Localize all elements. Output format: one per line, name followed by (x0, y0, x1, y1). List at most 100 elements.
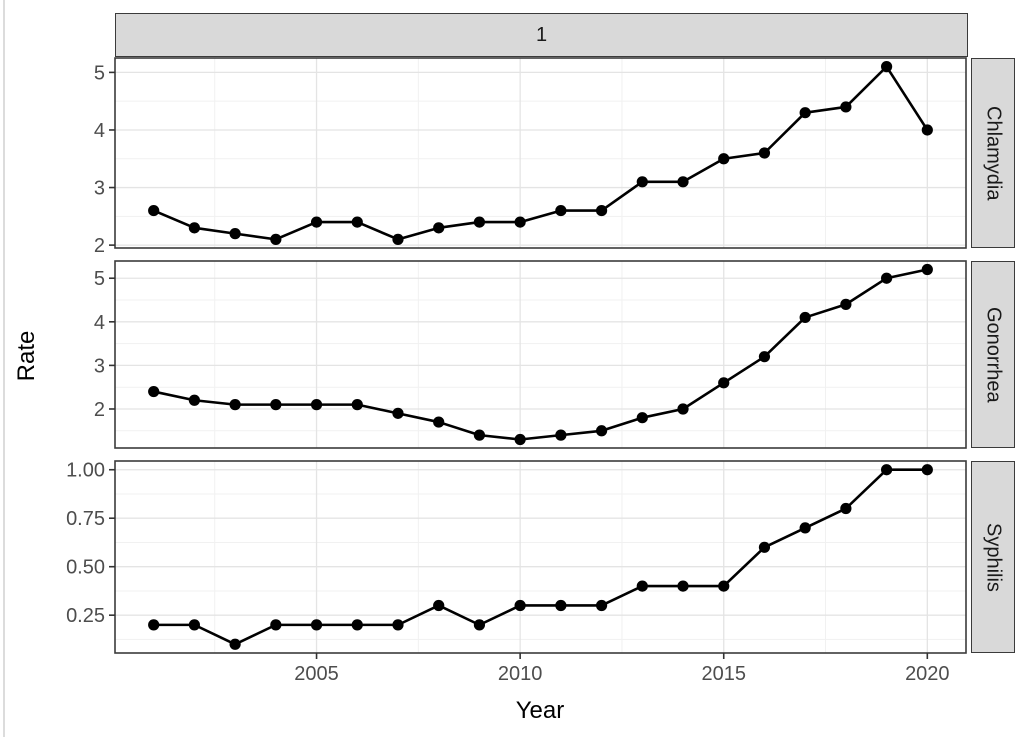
data-point (433, 222, 445, 234)
y-tick-label: 5 (94, 62, 105, 84)
data-point (799, 311, 811, 324)
y-tick-label: 0.50 (66, 557, 105, 579)
data-point (718, 377, 730, 389)
x-tick-label: 2010 (498, 663, 543, 685)
y-tick-label: 2 (94, 399, 105, 421)
data-point (351, 619, 363, 631)
facet-column-strip-label: 1 (535, 23, 548, 46)
data-point (921, 263, 933, 276)
facet-row-strip-chlamydia: Chlamydia (971, 58, 1015, 248)
data-point (433, 599, 445, 612)
data-point (636, 580, 648, 592)
data-point (392, 619, 404, 631)
facet-row-strip-syphilis: Syphilis (971, 461, 1015, 653)
y-tick-label: 2 (94, 235, 105, 257)
panel-border (114, 57, 967, 249)
facet-row-strip-label: Syphilis (982, 522, 1005, 592)
x-axis-title: Year (515, 697, 565, 724)
data-point (555, 429, 567, 441)
data-point (148, 619, 160, 631)
data-point (881, 272, 893, 284)
data-point (758, 351, 771, 363)
data-point (310, 619, 323, 631)
data-point (148, 204, 160, 217)
data-point (351, 399, 363, 411)
y-tick-label: 3 (94, 178, 105, 200)
panel-border (114, 460, 967, 654)
y-tick-label: 4 (94, 312, 105, 334)
data-point (758, 147, 771, 159)
data-point (514, 216, 526, 228)
data-point (148, 385, 160, 398)
data-point (310, 216, 323, 228)
facet-row-strip-label: Gonorrhea (982, 306, 1005, 403)
data-point (758, 541, 771, 553)
panel-border (114, 260, 967, 449)
data-point (921, 124, 933, 136)
series-line (152, 268, 929, 441)
y-tick-label: 4 (94, 120, 105, 142)
panel-background (115, 58, 966, 248)
data-point (636, 176, 648, 188)
data-point (881, 464, 893, 476)
data-point (840, 101, 852, 113)
data-point (229, 228, 241, 240)
data-point (310, 399, 323, 411)
data-point (392, 233, 404, 245)
data-point (270, 233, 282, 245)
data-point (473, 429, 486, 441)
data-point (636, 412, 648, 424)
x-tick-label: 2020 (905, 663, 950, 685)
pane-left-border (3, 0, 5, 737)
data-point (840, 298, 852, 310)
x-tick-label: 2005 (294, 663, 339, 685)
facet-column-strip: 1 (115, 13, 968, 57)
data-point (799, 522, 811, 534)
data-point (514, 599, 526, 612)
facet-row-strip-label: Chlamydia (982, 105, 1005, 201)
panel-background (115, 461, 966, 653)
series-line (152, 468, 929, 646)
data-point (270, 619, 282, 631)
data-point (595, 204, 608, 217)
data-point (229, 399, 241, 411)
data-point (555, 204, 567, 217)
data-point (188, 222, 200, 234)
facet-panel-syphilis: 0.25 0.50 0.75 1.00 (66, 460, 967, 654)
data-point (188, 394, 200, 406)
data-point (270, 399, 282, 411)
data-point (433, 416, 445, 428)
y-tick-label: 5 (94, 268, 105, 290)
data-point (677, 580, 689, 592)
data-point (595, 599, 608, 612)
data-point (392, 407, 404, 419)
x-tick-label: 2015 (701, 663, 746, 685)
facet-panel-gonorrhea: 2 3 4 5 (94, 260, 967, 449)
data-point (555, 599, 567, 612)
data-point (595, 425, 608, 437)
data-point (718, 153, 730, 165)
data-point (351, 216, 363, 228)
series-line (152, 65, 929, 241)
y-axis-title: Rate (13, 330, 40, 382)
panel-background (115, 261, 966, 448)
data-point (677, 403, 689, 415)
data-point (718, 580, 730, 592)
data-point (677, 176, 689, 188)
y-tick-label: 0.75 (66, 508, 105, 530)
y-tick-label: 3 (94, 355, 105, 377)
data-point (229, 638, 241, 650)
y-tick-label: 0.25 (66, 605, 105, 627)
data-point (799, 107, 811, 119)
data-point (188, 619, 200, 631)
data-point (473, 619, 486, 631)
data-point (840, 502, 852, 515)
facet-panel-chlamydia: 2 3 4 5 (94, 57, 967, 257)
data-point (473, 216, 486, 228)
facet-row-strip-gonorrhea: Gonorrhea (971, 261, 1015, 448)
data-point (514, 433, 526, 446)
y-tick-label: 1.00 (66, 460, 105, 482)
